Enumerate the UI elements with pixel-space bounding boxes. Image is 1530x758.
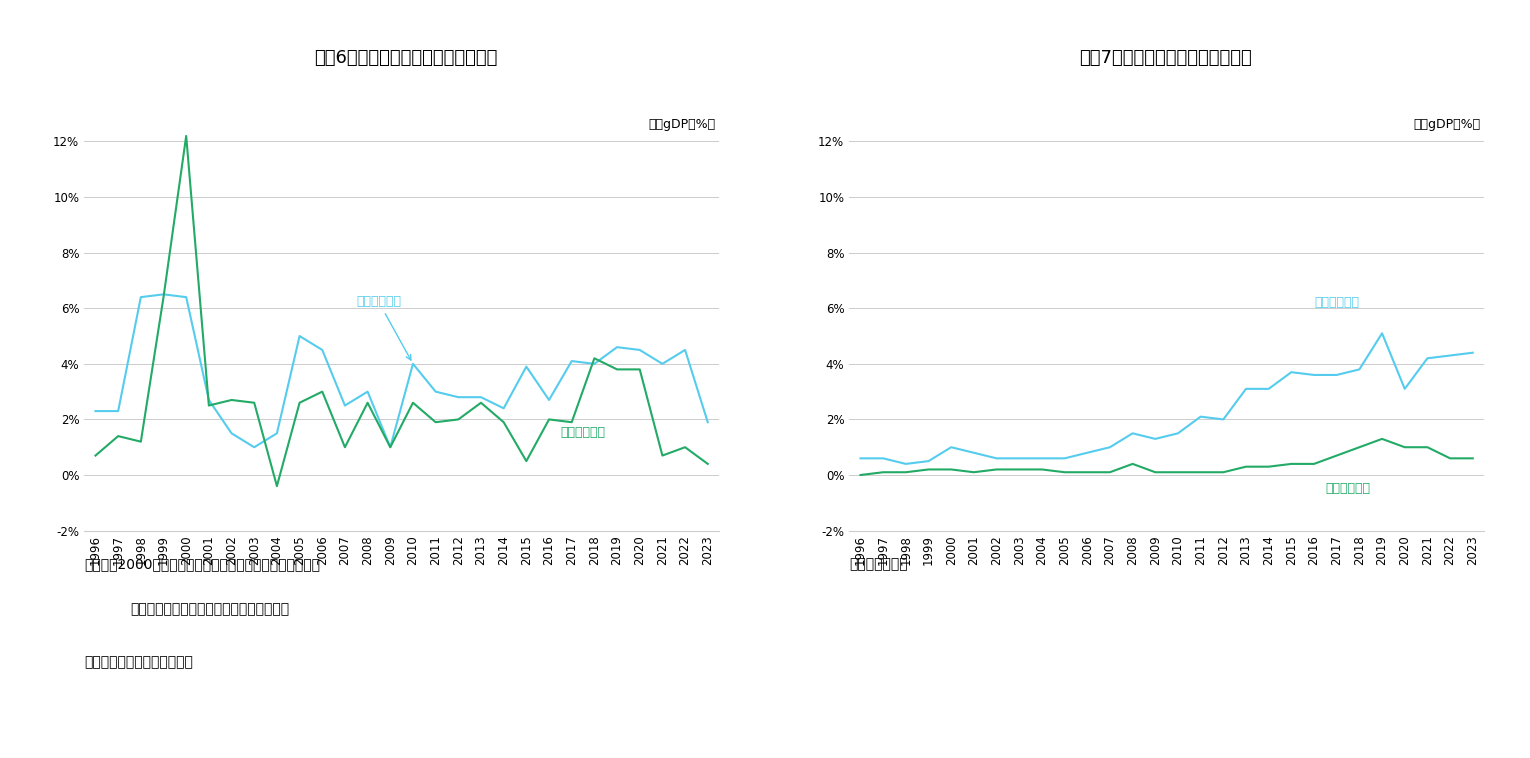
Text: 対外直接投賄: 対外直接投賄: [356, 296, 412, 360]
Text: （注）　2000年の対内直接投賄額はボーダフォン社による: （注） 2000年の対内直接投賄額はボーダフォン社による: [84, 557, 320, 571]
Text: （資料）ドイツ連邦準備銀行: （資料）ドイツ連邦準備銀行: [84, 656, 193, 669]
Text: （対gDP比%）: （対gDP比%）: [1414, 117, 1481, 131]
Text: 対内直接投賄: 対内直接投賄: [1325, 482, 1371, 496]
Text: マンネスマン社買収により押し上げられた: マンネスマン社買収により押し上げられた: [130, 603, 289, 616]
Text: 対外直接投賄: 対外直接投賄: [1314, 296, 1359, 309]
Text: 図袄7　対内対外直接投賄（日本）: 図袄7 対内対外直接投賄（日本）: [1080, 49, 1252, 67]
Text: 対内直接投賄: 対内直接投賄: [560, 426, 606, 439]
Text: 図袄6　対内対外直接投賄（ドイツ）: 図袄6 対内対外直接投賄（ドイツ）: [314, 49, 497, 67]
Text: （資料）財務省: （資料）財務省: [849, 557, 907, 571]
Text: （対gDP比%）: （対gDP比%）: [649, 117, 716, 131]
